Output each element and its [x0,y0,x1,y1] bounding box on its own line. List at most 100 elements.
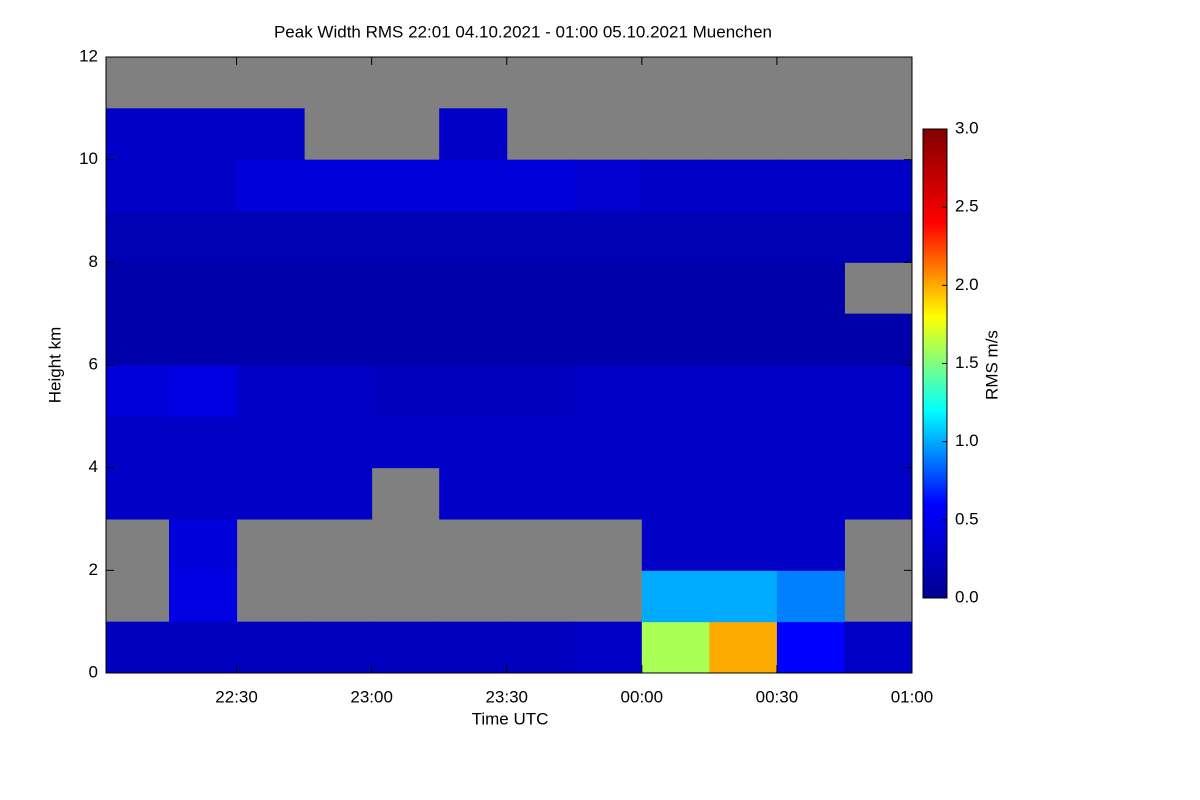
heatmap-cell [709,621,778,673]
heatmap-cell [776,467,845,520]
heatmap-cell [106,159,170,212]
heatmap-cell [574,467,643,520]
heatmap-cell [371,416,440,469]
heatmap-cell [106,416,170,469]
heatmap-cell [776,416,845,469]
heatmap-cell [304,467,373,520]
heatmap-cell [169,570,238,623]
heatmap-cell [106,108,170,161]
heatmap-cell [106,621,170,673]
heatmap-cell [641,262,710,315]
heatmap-cell [236,262,305,315]
heatmap-cell [574,262,643,315]
colorbar-tick-label: 1.5 [955,353,979,372]
colorbar-tick-label: 2.0 [955,275,979,294]
heatmap-cell [709,262,778,315]
heatmap-cell [169,262,238,315]
heatmap-cell [709,416,778,469]
heatmap-cell [641,621,710,673]
heatmap-cell [304,313,373,366]
heatmap-cell [844,211,912,263]
y-tick-label: 2 [89,560,98,579]
heatmap-cell [304,365,373,417]
heatmap-cell [776,365,845,417]
heatmap-cell [574,313,643,366]
colorbar-tick-label: 2.5 [955,197,979,216]
heatmap-cell [169,519,238,571]
heatmap-cell [776,211,845,263]
heatmap-cell [844,159,912,212]
x-tick-label: 01:00 [891,687,934,706]
colorbar-tick-label: 0.0 [955,587,979,606]
heatmap-cell [709,313,778,366]
heatmap-cell [506,159,575,212]
heatmap-cell [169,108,238,161]
colorbar-tick-label: 0.5 [955,509,979,528]
heatmap-cell [506,467,575,520]
heatmap-cell [574,211,643,263]
heatmap-cell [844,467,912,520]
y-tick-label: 12 [79,46,98,65]
heatmap-cell [641,159,710,212]
heatmap-cell [236,621,305,673]
heatmap-cell [304,621,373,673]
heatmap-cell [844,313,912,366]
heatmap-cell [709,570,778,623]
heatmap-cell [236,365,305,417]
heatmap-cell [574,365,643,417]
x-tick-label: 23:00 [350,687,393,706]
y-tick-label: 6 [89,354,98,373]
heatmap-cell [371,313,440,366]
heatmap-cell [844,365,912,417]
heatmap-cell [574,416,643,469]
heatmap-cell [169,416,238,469]
heatmap-cell [844,416,912,469]
heatmap-cell [641,519,710,571]
heatmap-cell [371,621,440,673]
heatmap-cell [236,416,305,469]
x-tick-label: 23:30 [485,687,528,706]
heatmap-cell [106,211,170,263]
heatmap-cell [506,211,575,263]
heatmap-cell [506,365,575,417]
heatmap-cell [236,313,305,366]
heatmap-cell [106,262,170,315]
y-tick-label: 4 [89,457,98,476]
heatmap-cell [776,570,845,623]
y-axis-label: Height km [45,327,64,404]
x-tick-label: 00:30 [756,687,799,706]
heatmap-cell [106,467,170,520]
heatmap-cell [709,467,778,520]
heatmap-cell [169,365,238,417]
x-tick-label: 22:30 [215,687,258,706]
heatmap-cell [169,211,238,263]
heatmap-cell [169,467,238,520]
heatmap-cell [709,365,778,417]
x-tick-label: 00:00 [621,687,664,706]
heatmap-cell [776,519,845,571]
heatmap-cell [506,262,575,315]
heatmap-cell [506,416,575,469]
heatmap-cell [641,416,710,469]
heatmap-cell [106,365,170,417]
heatmap-cell [439,365,508,417]
heatmap-cell [236,211,305,263]
colorbar-label: RMS m/s [982,330,1001,400]
y-tick-label: 10 [79,149,98,168]
colorbar-tick-label: 1.0 [955,431,979,450]
heatmap-cell [439,621,508,673]
heatmap-cell [236,467,305,520]
heatmap-cell [641,570,710,623]
heatmap-cell [776,262,845,315]
chart-title: Peak Width RMS 22:01 04.10.2021 - 01:00 … [274,22,772,41]
heatmap-cell [304,262,373,315]
heatmap-cell [506,313,575,366]
heatmap-cell [641,365,710,417]
heatmap-cell [574,159,643,212]
heatmap-cell [304,211,373,263]
heatmap-cell [439,467,508,520]
y-tick-label: 0 [89,662,98,681]
heatmap-cells [106,108,912,673]
heatmap-cell [371,365,440,417]
heatmap-cell [574,621,643,673]
